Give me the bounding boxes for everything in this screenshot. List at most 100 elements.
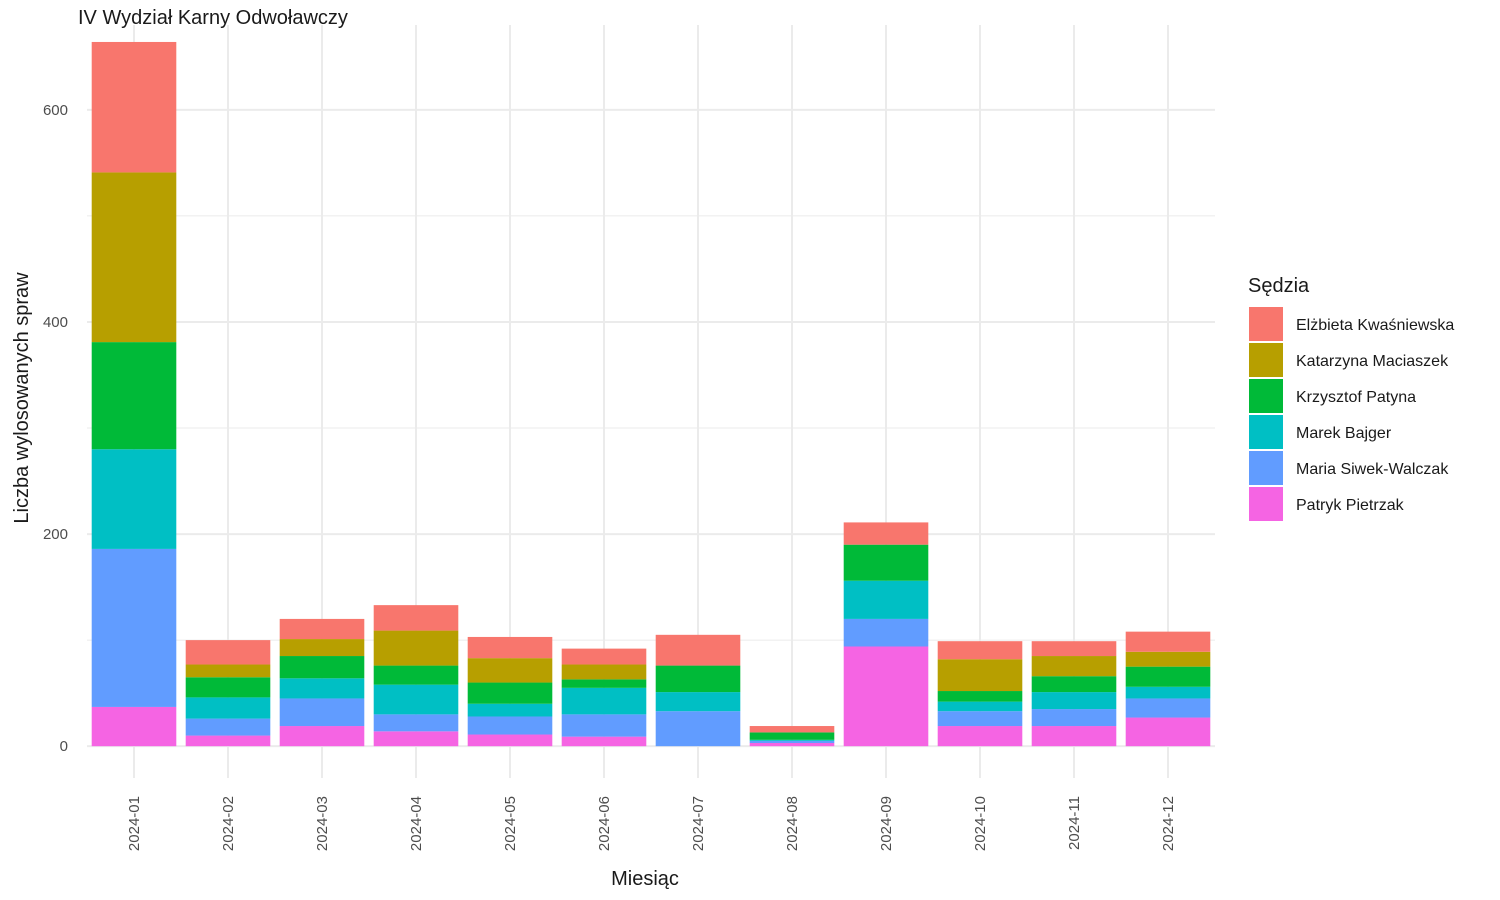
legend-title: Sędzia xyxy=(1248,275,1310,297)
x-tick-label: 2024-09 xyxy=(878,796,895,851)
bar-segment xyxy=(749,726,835,733)
bar-segment xyxy=(1031,656,1117,677)
chart-title: IV Wydział Karny Odwoławczy xyxy=(78,7,348,29)
bar-segment xyxy=(91,449,177,549)
bar-segment xyxy=(1031,709,1117,727)
bar-segment xyxy=(467,658,553,683)
bar-segment xyxy=(655,692,741,712)
bar-segment xyxy=(279,656,365,679)
bar-segment xyxy=(1125,717,1211,747)
legend-label: Patryk Pietrzak xyxy=(1296,497,1405,514)
bar-segment xyxy=(185,677,271,698)
legend-swatch xyxy=(1249,307,1283,341)
bar-segment xyxy=(1125,631,1211,652)
bar-segment xyxy=(843,544,929,581)
bar-segment xyxy=(655,711,741,747)
bar-segment xyxy=(749,740,835,744)
legend-swatch xyxy=(1249,379,1283,413)
y-tick-label: 400 xyxy=(43,314,68,331)
bar-segment xyxy=(1125,666,1211,687)
x-tick-label: 2024-08 xyxy=(784,796,801,851)
legend-label: Maria Siwek-Walczak xyxy=(1296,461,1449,478)
bar-segment xyxy=(1031,676,1117,693)
bar-segment xyxy=(185,718,271,736)
legend-label: Elżbieta Kwaśniewska xyxy=(1296,317,1454,334)
x-tick-label: 2024-01 xyxy=(126,796,143,851)
bar-segment xyxy=(749,739,835,741)
x-tick-label: 2024-04 xyxy=(408,796,425,851)
x-tick-label: 2024-10 xyxy=(972,796,989,851)
bar-segment xyxy=(1031,641,1117,657)
bar-segment xyxy=(373,731,459,747)
bar-segment xyxy=(655,634,741,666)
legend-label: Marek Bajger xyxy=(1296,425,1392,442)
bar-segment xyxy=(561,714,647,737)
x-tick-label: 2024-12 xyxy=(1160,796,1177,851)
bar-segment xyxy=(279,726,365,747)
x-tick-label: 2024-07 xyxy=(690,796,707,851)
x-axis: 2024-01 2024-02 2024-03 2024-04 2024-05 2024-… xyxy=(126,796,1177,851)
bar-segment xyxy=(91,706,177,747)
y-axis-title: Liczba wylosowanych spraw xyxy=(11,272,33,524)
x-tick-label: 2024-02 xyxy=(220,796,237,851)
bar-segment xyxy=(937,659,1023,692)
bar-segment xyxy=(1125,686,1211,699)
y-axis: 0 200 400 600 xyxy=(43,102,68,755)
bar-segment xyxy=(91,41,177,173)
bar-segment xyxy=(91,172,177,343)
bar-segment xyxy=(279,698,365,727)
bar-segment xyxy=(843,646,929,747)
bar-segment xyxy=(279,618,365,640)
bar-segment xyxy=(561,687,647,715)
bar-segment xyxy=(467,636,553,659)
bar-segment xyxy=(1125,698,1211,718)
bar-segment xyxy=(843,522,929,545)
bar-segment xyxy=(1125,651,1211,667)
bar-segment xyxy=(1031,726,1117,747)
bar-segment xyxy=(937,711,1023,727)
bar-segment xyxy=(937,641,1023,660)
legend: Sędzia Elżbieta Kwaśniewska Katarzyna Mac… xyxy=(1248,275,1454,521)
bar-segment xyxy=(91,342,177,450)
bar-segment xyxy=(561,648,647,665)
bar-segment xyxy=(937,691,1023,702)
bar-segment xyxy=(91,548,177,707)
bar-segment xyxy=(937,726,1023,747)
bar-segment xyxy=(467,716,553,735)
bar-segment xyxy=(937,701,1023,712)
bar-segment xyxy=(843,580,929,619)
bar-segment xyxy=(561,736,647,747)
bar-segment xyxy=(373,684,459,715)
bar-segment xyxy=(185,640,271,665)
bar-segment xyxy=(185,697,271,719)
bar-segment xyxy=(373,714,459,732)
legend-label: Krzysztof Patyna xyxy=(1296,389,1416,406)
x-tick-label: 2024-11 xyxy=(1066,796,1083,850)
bar-segment xyxy=(185,664,271,678)
bar-segment xyxy=(373,605,459,631)
x-axis-title: Miesiąc xyxy=(611,868,679,890)
bar-segment xyxy=(467,734,553,747)
bar-segment xyxy=(655,665,741,693)
legend-swatch xyxy=(1249,451,1283,485)
legend-swatch xyxy=(1249,343,1283,377)
bar-segment xyxy=(749,743,835,747)
bar-segment xyxy=(561,679,647,688)
bar-segment xyxy=(373,665,459,685)
bar-segment xyxy=(749,732,835,740)
legend-label: Katarzyna Maciaszek xyxy=(1296,353,1449,370)
bar-segment xyxy=(185,735,271,747)
bar-segment xyxy=(373,630,459,666)
bar-segment xyxy=(561,664,647,680)
bar-segment xyxy=(279,639,365,657)
x-tick-label: 2024-03 xyxy=(314,796,331,851)
legend-swatch xyxy=(1249,487,1283,521)
y-tick-label: 0 xyxy=(60,738,68,755)
legend-swatch xyxy=(1249,415,1283,449)
bar-segment xyxy=(467,682,553,704)
bar-segment xyxy=(1031,692,1117,710)
bar-segment xyxy=(467,703,553,717)
y-tick-label: 200 xyxy=(43,526,68,543)
x-tick-label: 2024-06 xyxy=(596,796,613,851)
